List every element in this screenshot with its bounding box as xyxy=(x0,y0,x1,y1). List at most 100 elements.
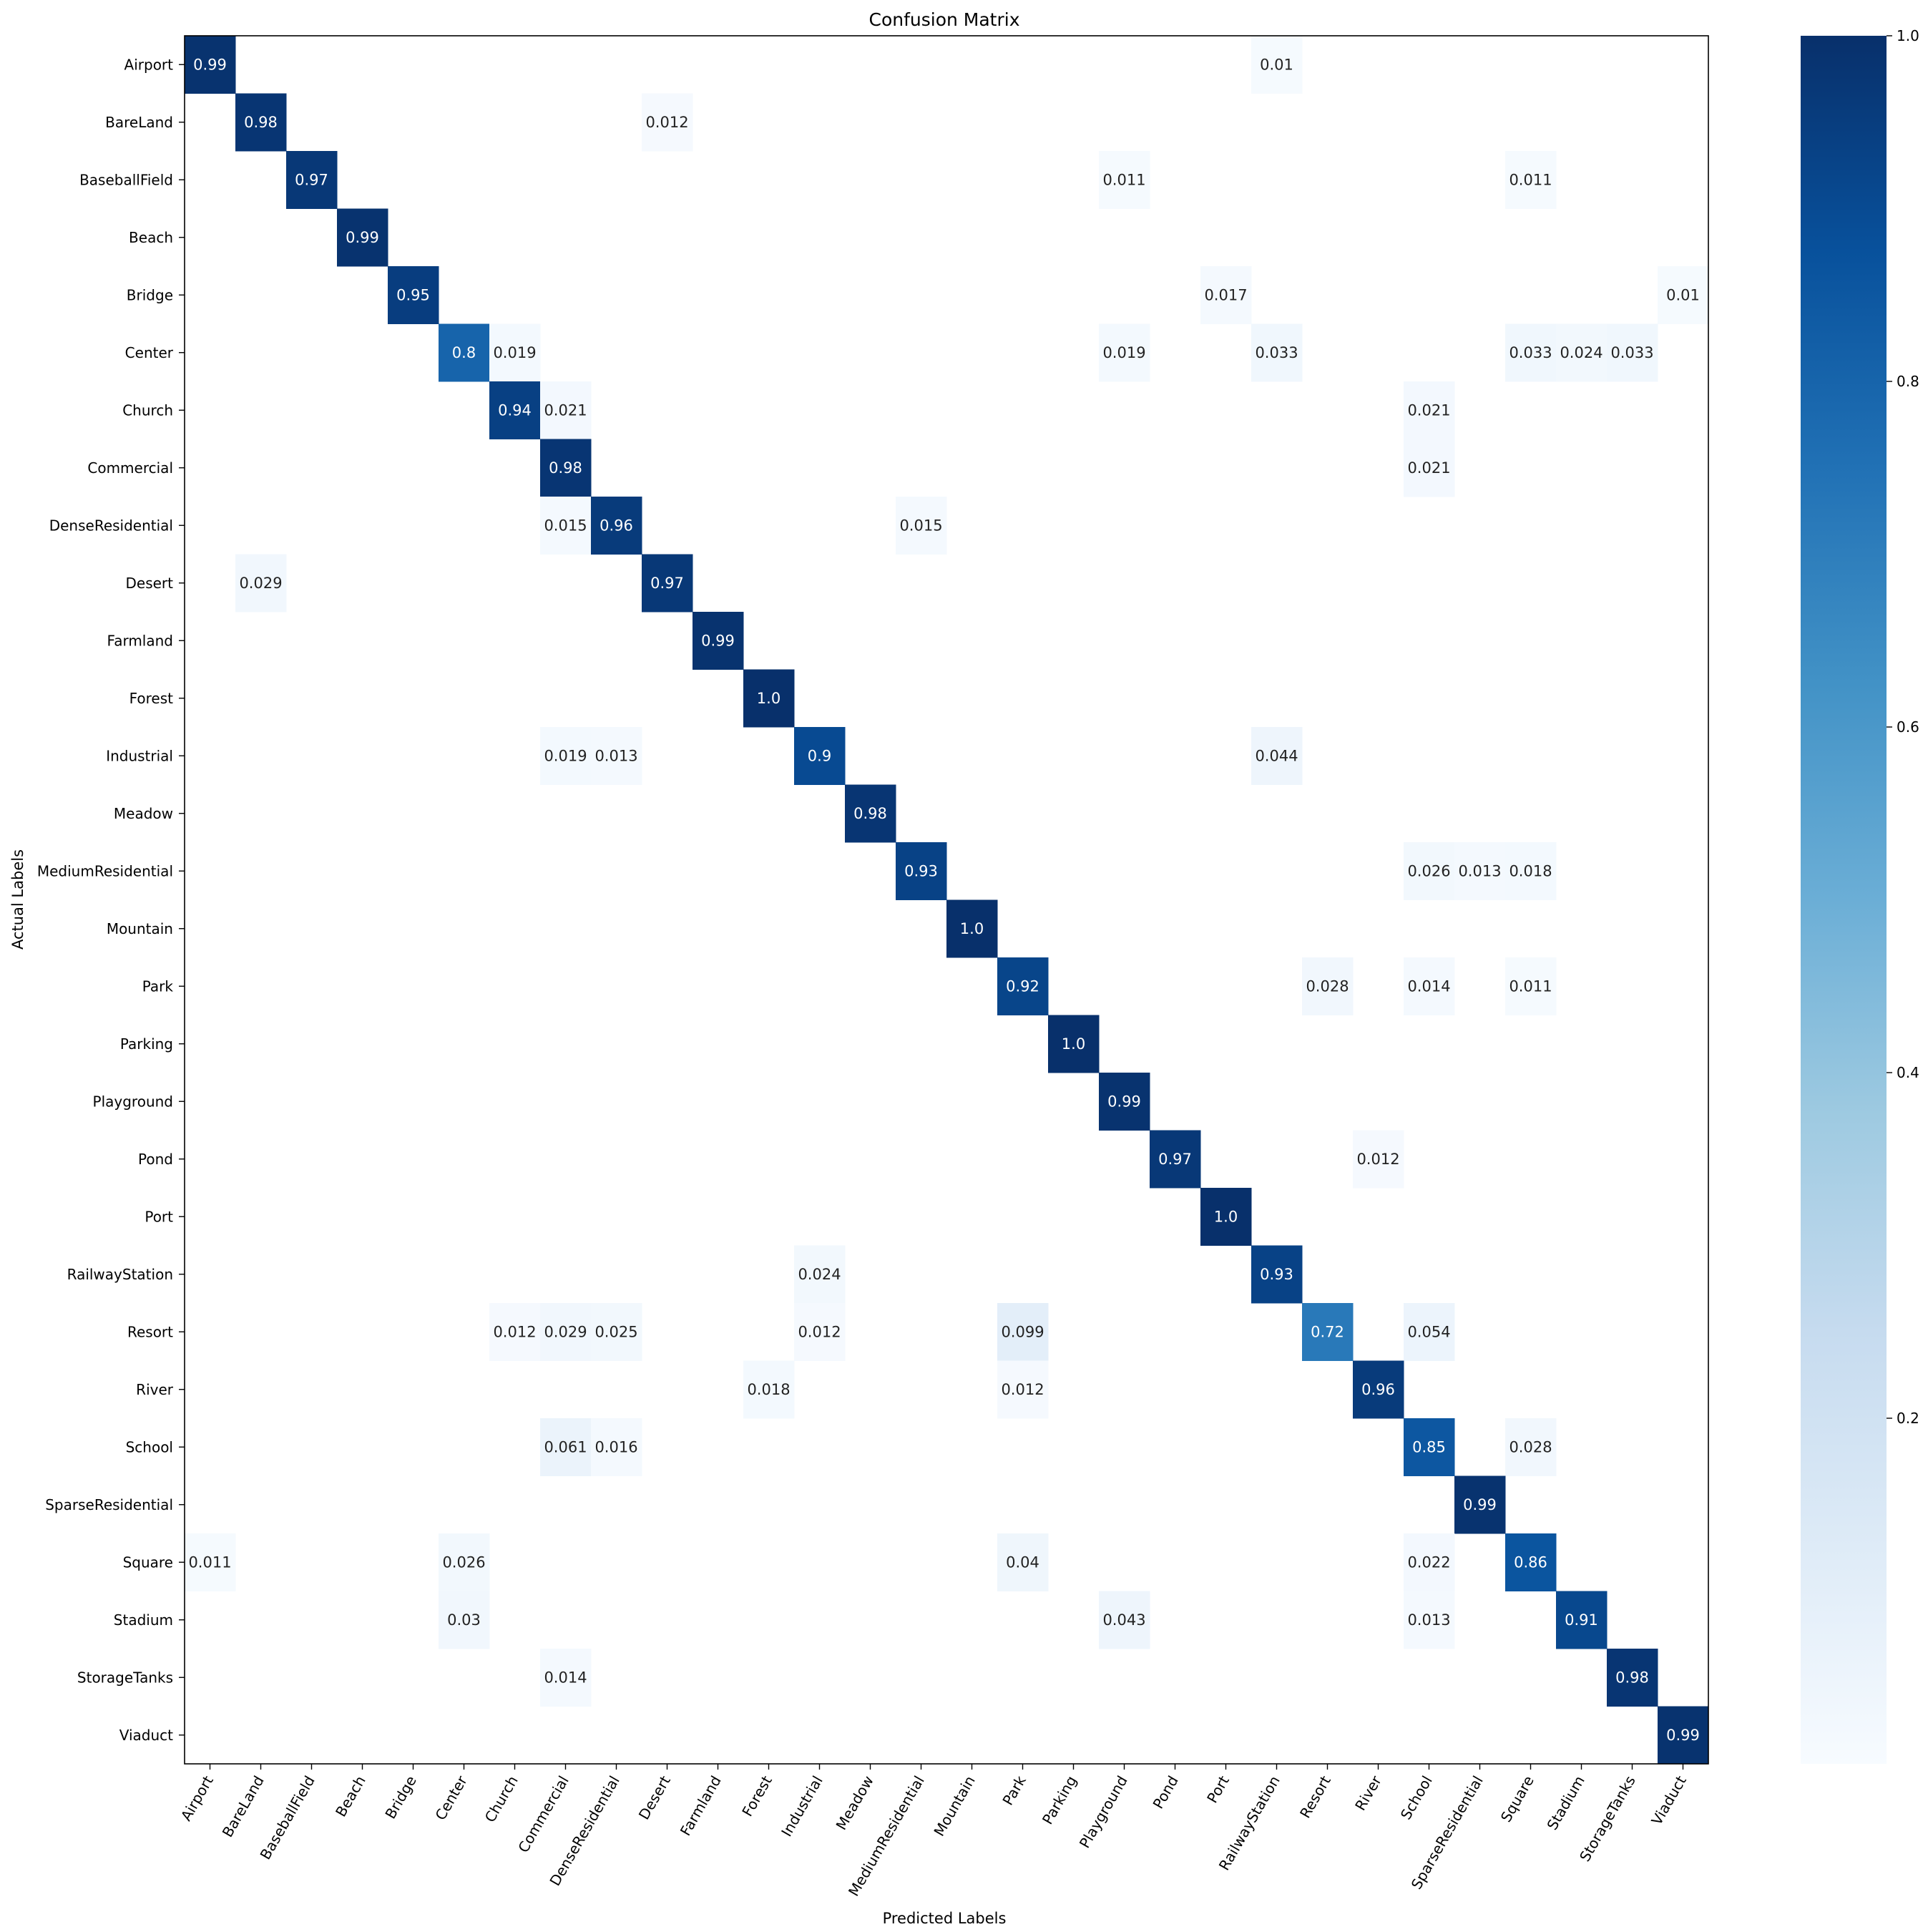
cell-value-label: 0.028 xyxy=(1306,977,1349,995)
heatmap-cell xyxy=(1404,957,1455,1015)
heatmap-cell xyxy=(1404,842,1455,900)
heatmap-cell xyxy=(1556,323,1608,382)
cell-value-label: 0.99 xyxy=(1463,1496,1497,1513)
x-tick-label: Resort xyxy=(1296,1772,1334,1821)
cell-value-label: 0.024 xyxy=(798,1266,841,1283)
cell-value-label: 0.018 xyxy=(1509,862,1552,879)
cell-value-label: 0.86 xyxy=(1514,1553,1547,1571)
heatmap-cell xyxy=(540,1649,592,1707)
heatmap-cell xyxy=(794,1303,846,1361)
cell-value-label: 0.061 xyxy=(544,1438,587,1455)
y-tick-label: Desert xyxy=(126,575,174,592)
cell-value-label: 0.99 xyxy=(193,56,227,73)
colorbar-ticks: 0.2 0.4 0.6 0.8 1.0 xyxy=(1887,27,1919,1427)
cell-value-label: 0.012 xyxy=(1001,1381,1044,1398)
cell-value-label: 0.026 xyxy=(1407,862,1450,879)
cell-value-label: 0.011 xyxy=(1509,977,1552,995)
heatmap-cell xyxy=(946,899,998,958)
heatmap-cell xyxy=(439,1533,490,1591)
cell-value-label: 0.98 xyxy=(853,805,887,822)
y-tick-label: MediumResidential xyxy=(37,862,173,879)
heatmap-cell xyxy=(1200,266,1252,324)
heatmap-cell xyxy=(794,1245,846,1304)
y-tick-label: Park xyxy=(142,977,174,995)
heatmap-cell xyxy=(235,93,287,152)
colorbar-tick-label: 0.2 xyxy=(1897,1410,1919,1427)
x-tick-label: Commercial xyxy=(514,1773,572,1856)
heatmap-cell xyxy=(1556,1591,1608,1649)
heatmap-cell xyxy=(489,381,541,439)
heatmap-cell xyxy=(997,1360,1049,1419)
heatmap-cell xyxy=(997,1533,1049,1591)
heatmap-cell xyxy=(642,93,693,152)
heatmap-cell xyxy=(1099,1073,1150,1131)
cell-value-label: 0.98 xyxy=(549,459,582,477)
cell-value-label: 0.015 xyxy=(544,517,587,534)
cell-value-label: 0.029 xyxy=(239,575,282,592)
heatmap-cell xyxy=(1505,1533,1557,1591)
cell-value-label: 0.029 xyxy=(544,1323,587,1340)
heatmap-cell xyxy=(235,554,287,613)
cell-value-label: 0.011 xyxy=(188,1553,231,1571)
x-tick-label: Playground xyxy=(1076,1773,1131,1851)
cell-value-label: 0.93 xyxy=(1260,1266,1293,1283)
y-tick-label: Beach xyxy=(129,229,173,246)
heatmap-cell xyxy=(591,497,642,555)
colorbar-tick-label: 0.6 xyxy=(1897,718,1919,736)
cell-value-label: 0.019 xyxy=(1102,344,1145,361)
colorbar-tick-label: 1.0 xyxy=(1897,27,1919,44)
cell-value-label: 1.0 xyxy=(1214,1208,1238,1225)
cell-value-label: 0.011 xyxy=(1509,171,1552,188)
heatmap-cell xyxy=(896,497,947,555)
heatmap-cell xyxy=(845,784,896,843)
y-tick-label: School xyxy=(126,1438,173,1455)
heatmap-cells: 0.99 0.01 0.98 0.012 0.97 0.011 0.011 0.99 0.95 0… xyxy=(185,36,1709,1765)
y-tick-label: Airport xyxy=(124,56,174,73)
heatmap-cell xyxy=(1353,1130,1404,1189)
cell-value-label: 0.019 xyxy=(544,747,587,764)
cell-value-label: 0.012 xyxy=(645,114,688,131)
heatmap-cell xyxy=(1404,1418,1455,1476)
x-tick-label: School xyxy=(1397,1773,1436,1823)
heatmap-cell xyxy=(1505,323,1557,382)
y-tick-label: Playground xyxy=(93,1093,173,1110)
heatmap-cell xyxy=(1302,1303,1354,1361)
heatmap-cell xyxy=(1251,1245,1303,1304)
heatmap-cell xyxy=(591,1303,642,1361)
cell-value-label: 0.96 xyxy=(600,517,633,534)
heatmap-cell xyxy=(1505,151,1557,209)
cell-value-label: 0.019 xyxy=(493,344,536,361)
x-tick-label: Stadium xyxy=(1543,1773,1587,1833)
y-tick-label: Square xyxy=(123,1553,173,1571)
y-tick-label: Resort xyxy=(127,1323,173,1340)
heatmap-cell xyxy=(1404,439,1455,497)
y-tick-label: DenseResidential xyxy=(49,517,173,534)
heatmap-cell xyxy=(286,151,338,209)
x-tick-label: Industrial xyxy=(778,1773,826,1840)
y-tick-label: Stadium xyxy=(114,1611,173,1629)
heatmap-cell xyxy=(896,842,947,900)
y-tick-label: Bridge xyxy=(127,286,173,303)
x-tick-label: Meadow xyxy=(832,1773,876,1833)
cell-value-label: 0.022 xyxy=(1407,1553,1450,1571)
y-tick-label: Viaduct xyxy=(119,1727,173,1744)
cell-value-label: 0.97 xyxy=(295,171,328,188)
cell-value-label: 0.99 xyxy=(1666,1727,1700,1744)
cell-value-label: 0.021 xyxy=(1407,459,1450,477)
heatmap-cell xyxy=(1302,957,1354,1015)
heatmap-cell xyxy=(388,266,439,324)
heatmap-cell xyxy=(1607,323,1658,382)
heatmap-cell xyxy=(1505,1418,1557,1476)
x-tick-label: BareLand xyxy=(219,1773,268,1840)
x-tick-label: Park xyxy=(999,1772,1029,1808)
cell-value-label: 0.9 xyxy=(808,747,831,764)
y-tick-label: Port xyxy=(145,1208,173,1225)
heatmap-cell xyxy=(1099,1591,1150,1649)
heatmap-cell xyxy=(185,1533,236,1591)
x-tick-label: StorageTanks xyxy=(1576,1773,1639,1865)
x-axis-label: Predicted Labels xyxy=(883,1910,1007,1927)
x-tick-label: River xyxy=(1351,1772,1385,1814)
x-tick-label: Desert xyxy=(635,1772,674,1823)
x-tick-label: Square xyxy=(1497,1773,1537,1825)
